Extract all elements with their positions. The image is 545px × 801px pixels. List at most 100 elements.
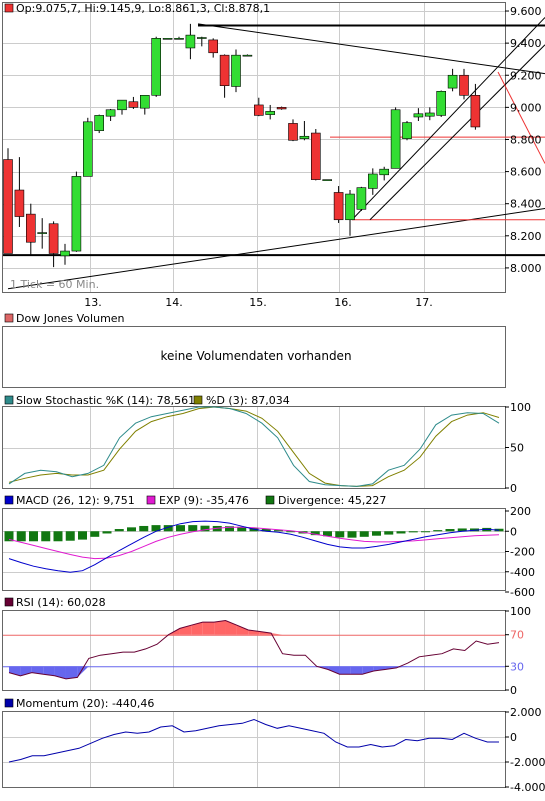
stoch-k-legend: Slow Stochastic %K (14): 78,561 — [16, 394, 195, 407]
y-tick-label: 9.000 — [510, 101, 542, 114]
divergence-bar — [408, 531, 418, 533]
divergence-bar — [384, 531, 394, 535]
y-tick-label: 9.200 — [510, 69, 542, 82]
divergence-bar — [78, 531, 87, 540]
y-tick-label: 100 — [510, 605, 531, 618]
divergence-bar — [274, 530, 283, 532]
rsi-oversold-fill — [54, 666, 66, 679]
candle-up — [402, 122, 412, 139]
divergence-bar — [176, 525, 185, 532]
rsi-oversold-fill — [339, 666, 351, 675]
candle-up — [71, 176, 82, 252]
y-tick-label: -2.000 — [510, 756, 545, 769]
divergence-bar — [41, 531, 51, 542]
y-tick-label: 0 — [510, 525, 517, 538]
momentum-swatch-icon — [4, 698, 14, 708]
exp-line — [8, 526, 500, 560]
rsi-oversold-fill — [20, 666, 32, 676]
momentum-lines — [8, 718, 499, 763]
candle-up — [37, 232, 48, 234]
candle-up — [322, 179, 333, 181]
divergence-bar — [433, 530, 443, 532]
macd-swatch-icon — [4, 495, 14, 505]
rsi-oversold-fill — [31, 666, 44, 675]
stoch-d-swatch-icon — [193, 395, 203, 405]
y-tick-label: 70 — [510, 629, 524, 642]
candle-down — [288, 123, 298, 141]
y-tick-label: -200 — [510, 546, 535, 559]
y-tick-label: -4.000 — [510, 781, 545, 794]
macd-legend: MACD (26, 12): 9,751 — [16, 494, 135, 507]
divergence-bar — [16, 531, 26, 542]
divergence-bar — [372, 531, 381, 536]
rsi-overbought-fill — [179, 625, 192, 635]
y-tick-label: 100 — [510, 401, 531, 414]
y-tick-label: 0 — [510, 731, 517, 744]
momentum-y-axis: 2.000 0 -2.000 -4.000 — [505, 706, 545, 794]
rsi-oversold-fill — [362, 666, 374, 675]
candle-down — [128, 101, 139, 108]
candle-up — [231, 54, 241, 87]
price-panel: 8.000 8.200 8.400 8.600 8.800 9.000 9.200 9.400… — [2, 2, 545, 309]
divergence-bar — [359, 531, 369, 537]
rsi-oversold-fill — [65, 666, 78, 679]
candle-up — [424, 112, 435, 117]
x-tick-label: 14. — [165, 296, 183, 309]
x-tick-label: 16. — [334, 296, 352, 309]
candle-up — [436, 91, 447, 116]
channel-lower-line — [369, 44, 545, 221]
x-tick-label: 17. — [415, 296, 433, 309]
divergence-bar — [310, 531, 320, 536]
rsi-oversold-fill — [350, 666, 363, 675]
y-tick-label: 8.200 — [510, 230, 542, 243]
y-tick-label: -600 — [510, 586, 535, 599]
divergence-bar — [102, 531, 112, 534]
candle-down — [333, 192, 344, 221]
candle-up — [379, 168, 390, 176]
volume-swatch-icon — [4, 313, 14, 323]
price-trendlines — [3, 17, 545, 290]
macd-line — [8, 520, 500, 573]
price-x-axis: 13. 14. 15. 16. 17. — [84, 296, 433, 309]
candle-up — [197, 37, 207, 39]
exp-swatch-icon — [146, 495, 156, 505]
rsi-legend: RSI (14): 60,028 — [16, 596, 106, 609]
candle-down — [310, 132, 321, 180]
candle-up — [94, 115, 104, 131]
macd-panel: 200 0 -200 -400 -600 MACD (26, 12): 9,751 EX… — [2, 494, 535, 599]
momentum-panel: 2.000 0 -2.000 -4.000 Momentum (20): -440,4… — [2, 697, 545, 794]
x-tick-label: 15. — [249, 296, 267, 309]
candle-up — [265, 111, 276, 115]
y-tick-label: 50 — [510, 442, 524, 455]
candle-down — [254, 104, 264, 116]
macd-lines — [8, 520, 500, 573]
divergence-bar — [445, 529, 455, 532]
candle-down — [459, 74, 469, 96]
rsi-lines — [3, 619, 505, 680]
rsi-oversold-fill — [77, 666, 89, 678]
divergence-bar — [188, 525, 198, 532]
rsi-oversold-fill — [9, 666, 21, 676]
divergence-bar — [347, 531, 357, 538]
y-tick-label: 30 — [510, 660, 524, 673]
channel-red-line — [497, 71, 545, 164]
divergence-bar — [200, 525, 210, 532]
candle-up — [447, 74, 458, 89]
volume-frame — [2, 326, 506, 388]
momentum-legend: Momentum (20): -440,46 — [16, 697, 154, 710]
divergence-bar — [323, 531, 332, 537]
candlestick-swatch-icon — [4, 3, 14, 13]
macd-frame — [2, 508, 506, 591]
divergence-bar — [261, 529, 271, 532]
y-tick-label: 8.400 — [510, 198, 542, 211]
divergence-bar — [90, 531, 100, 537]
rsi-overbought-fill — [191, 622, 203, 635]
volume-legend: Dow Jones Volumen — [16, 312, 125, 325]
rsi-oversold-fill — [328, 666, 340, 675]
y-tick-label: 9.600 — [510, 5, 542, 18]
momentum-grid — [3, 712, 505, 787]
candle-up — [185, 34, 196, 49]
divergence-bar — [163, 525, 173, 532]
y-tick-label: -400 — [510, 566, 535, 579]
candle-up — [299, 135, 310, 139]
